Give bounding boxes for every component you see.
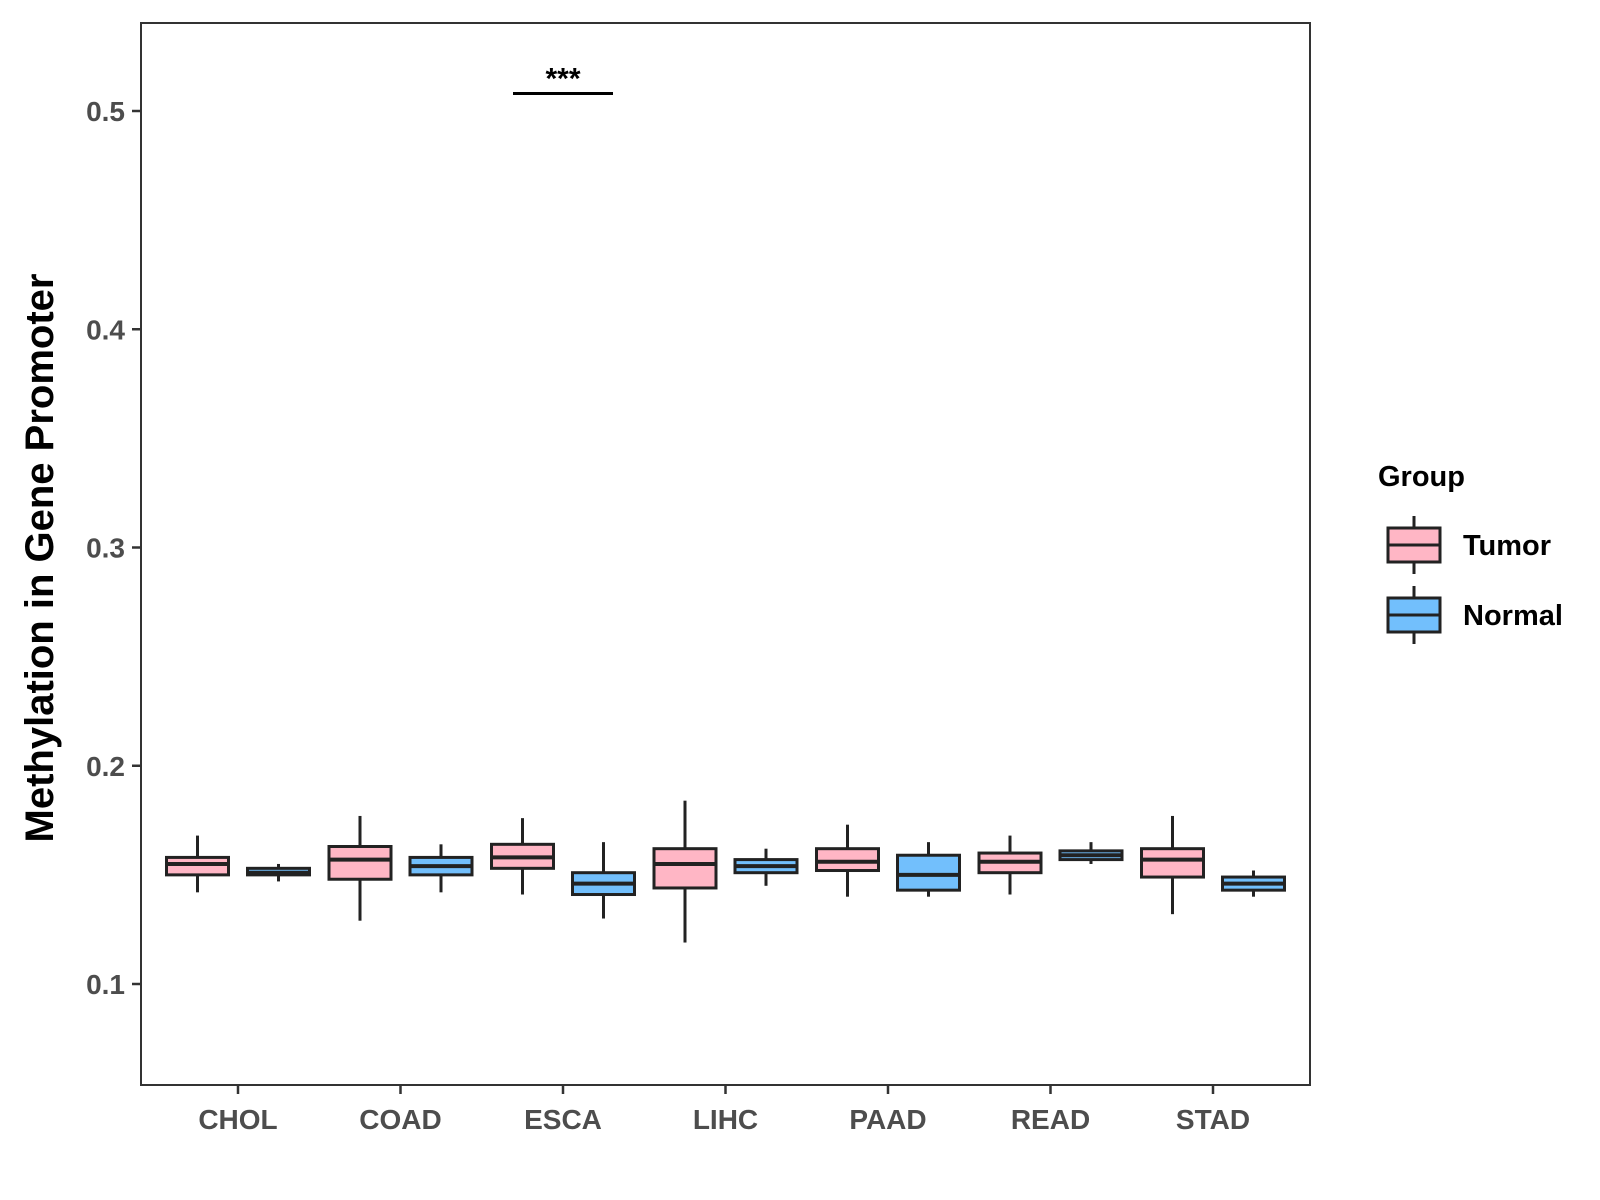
x-tick-label: STAD bbox=[1176, 1104, 1250, 1135]
box bbox=[327, 845, 393, 881]
x-tick-label: LIHC bbox=[693, 1104, 758, 1135]
boxplot-normal-paad bbox=[896, 842, 961, 897]
significance-label: *** bbox=[545, 63, 580, 96]
box bbox=[165, 855, 230, 877]
box bbox=[896, 853, 961, 892]
y-axis-title: Methylation in Gene Promoter bbox=[18, 274, 62, 843]
boxplot-tumor-read bbox=[977, 835, 1043, 895]
x-axis: CHOL COAD ESCA LIHC PAAD READ STAD bbox=[198, 1085, 1250, 1135]
series-tumor bbox=[165, 800, 1205, 943]
box bbox=[1140, 847, 1205, 879]
x-tick-label: READ bbox=[1011, 1104, 1090, 1135]
boxplot-normal-coad bbox=[408, 844, 474, 893]
plot-area: *** bbox=[140, 22, 1311, 1086]
legend-key-normal bbox=[1386, 586, 1442, 644]
legend-title: Group bbox=[1378, 461, 1465, 493]
x-tick-label: CHOL bbox=[198, 1104, 277, 1135]
y-tick-label: 0.3 bbox=[86, 533, 125, 564]
boxplot-tumor-coad bbox=[327, 815, 393, 921]
x-tick-label: COAD bbox=[359, 1104, 441, 1135]
boxplot-normal-lihc bbox=[733, 848, 799, 886]
boxplot-tumor-chol bbox=[165, 835, 230, 893]
boxplot-normal-esca bbox=[571, 842, 636, 919]
boxplot-normal-read bbox=[1058, 842, 1124, 864]
boxplot-tumor-stad bbox=[1140, 815, 1205, 915]
y-tick-label: 0.1 bbox=[86, 969, 125, 1000]
x-tick-label: ESCA bbox=[524, 1104, 602, 1135]
x-tick-label: PAAD bbox=[849, 1104, 926, 1135]
legend-label-normal: Normal bbox=[1463, 600, 1563, 632]
boxplot-tumor-lihc bbox=[652, 800, 718, 943]
boxplot-normal-chol bbox=[246, 863, 311, 882]
legend: Group Tumor Normal bbox=[1378, 461, 1563, 644]
box bbox=[652, 847, 718, 890]
legend-label-tumor: Tumor bbox=[1463, 530, 1551, 562]
y-tick-label: 0.5 bbox=[86, 96, 125, 127]
box bbox=[815, 847, 880, 873]
panel-border bbox=[140, 22, 1311, 1086]
legend-key-tumor bbox=[1386, 516, 1442, 574]
boxplot-tumor-esca bbox=[490, 818, 555, 895]
series-normal bbox=[246, 842, 1286, 919]
boxplot-normal-stad bbox=[1221, 870, 1286, 897]
boxplot-tumor-paad bbox=[815, 824, 880, 897]
y-tick-label: 0.4 bbox=[86, 314, 125, 345]
y-axis: 0.1 0.2 0.3 0.4 0.5 bbox=[86, 96, 141, 1000]
y-tick-label: 0.2 bbox=[86, 751, 125, 782]
